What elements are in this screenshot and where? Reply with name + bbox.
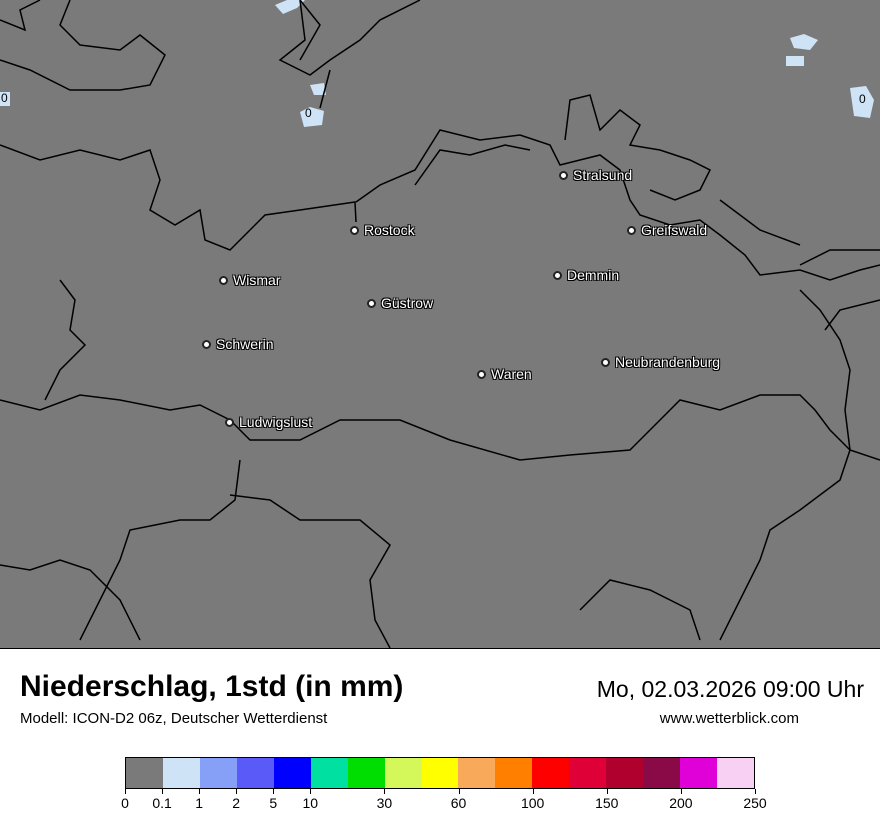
legend-swatch	[680, 758, 717, 788]
city-label: Schwerin	[216, 336, 274, 352]
precipitation-map: Stralsund Rostock Greifswald Wismar Demm…	[0, 0, 880, 649]
legend-tick-label: 10	[302, 795, 319, 811]
city-label: Rostock	[364, 222, 415, 238]
city-label: Wismar	[233, 272, 281, 288]
city-marker: Ludwigslust	[225, 414, 312, 430]
city-marker: Greifswald	[627, 222, 707, 238]
precip-patch	[0, 0, 874, 127]
legend-tick-label: 1	[195, 795, 204, 811]
legend-tick-label: 200	[669, 795, 693, 811]
legend-swatch	[495, 758, 533, 788]
contour-label: 0	[305, 106, 312, 120]
legend-tick	[162, 789, 164, 794]
legend-tick-label: 0	[121, 795, 129, 811]
city-marker: Wismar	[219, 272, 280, 288]
city-label: Neubrandenburg	[615, 354, 721, 370]
legend-swatch	[273, 758, 311, 788]
legend-tick-label: 5	[269, 795, 278, 811]
city-dot-icon	[225, 417, 234, 427]
chart-title: Niederschlag, 1std (in mm)	[20, 670, 404, 703]
legend-tick-label: 100	[520, 795, 545, 811]
city-dot-icon	[367, 298, 376, 308]
city-dot-icon	[553, 270, 562, 280]
legend-swatch	[126, 758, 163, 788]
color-legend	[125, 757, 755, 789]
legend-tick	[273, 789, 275, 794]
legend-tick	[532, 789, 534, 794]
website-link[interactable]: www.wetterblick.com	[659, 710, 799, 727]
city-label: Greifswald	[641, 222, 708, 238]
city-dot-icon	[477, 369, 486, 379]
legend-swatch	[569, 758, 607, 788]
city-marker: Schwerin	[202, 336, 274, 352]
legend-tick	[458, 789, 460, 794]
legend-swatch	[162, 758, 200, 788]
city-label: Demmin	[567, 267, 620, 283]
city-marker: Güstrow	[367, 295, 433, 311]
legend-swatch	[643, 758, 681, 788]
legend-swatch	[421, 758, 459, 788]
city-dot-icon	[601, 357, 610, 367]
contour-label: 0	[1, 91, 8, 105]
legend-swatch	[717, 758, 754, 788]
city-marker: Neubrandenburg	[601, 354, 720, 370]
model-source: Modell: ICON-D2 06z, Deutscher Wetterdie…	[20, 710, 328, 727]
city-dot-icon	[202, 339, 211, 349]
legend-tick	[606, 789, 608, 794]
legend-swatch	[384, 758, 422, 788]
legend-tick	[755, 789, 756, 794]
city-dot-icon	[559, 170, 568, 180]
city-marker: Demmin	[553, 267, 619, 283]
city-marker: Rostock	[350, 222, 415, 238]
city-marker: Stralsund	[559, 167, 632, 183]
legend-swatch	[458, 758, 496, 788]
legend-tick	[310, 789, 312, 794]
city-label: Güstrow	[381, 295, 434, 311]
city-dot-icon	[627, 225, 636, 235]
legend-tick	[125, 789, 126, 794]
city-dot-icon	[350, 225, 359, 235]
city-marker: Waren	[477, 366, 532, 382]
city-label: Ludwigslust	[239, 414, 313, 430]
legend-swatch	[347, 758, 385, 788]
legend-swatch	[532, 758, 570, 788]
legend-tick-label: 60	[450, 795, 467, 811]
city-label: Stralsund	[573, 167, 633, 183]
legend-tick-label: 150	[595, 795, 619, 811]
legend-swatch	[606, 758, 644, 788]
coastline-borders	[0, 0, 880, 648]
legend-swatch	[310, 758, 348, 788]
city-label: Waren	[491, 366, 532, 382]
legend-tick	[384, 789, 386, 794]
city-dot-icon	[219, 275, 228, 285]
legend-swatch	[199, 758, 237, 788]
legend-tick-label: 2	[232, 795, 241, 811]
legend-tick-label: 30	[376, 795, 393, 811]
legend-tick	[199, 789, 201, 794]
legend-tick	[236, 789, 238, 794]
forecast-datetime: Mo, 02.03.2026 09:00 Uhr	[596, 676, 864, 702]
legend-tick-label: 0.1	[152, 795, 172, 811]
contour-label: 0	[859, 92, 866, 106]
legend-tick	[680, 789, 682, 794]
legend-tick-label: 250	[743, 795, 767, 811]
legend-swatch	[236, 758, 274, 788]
